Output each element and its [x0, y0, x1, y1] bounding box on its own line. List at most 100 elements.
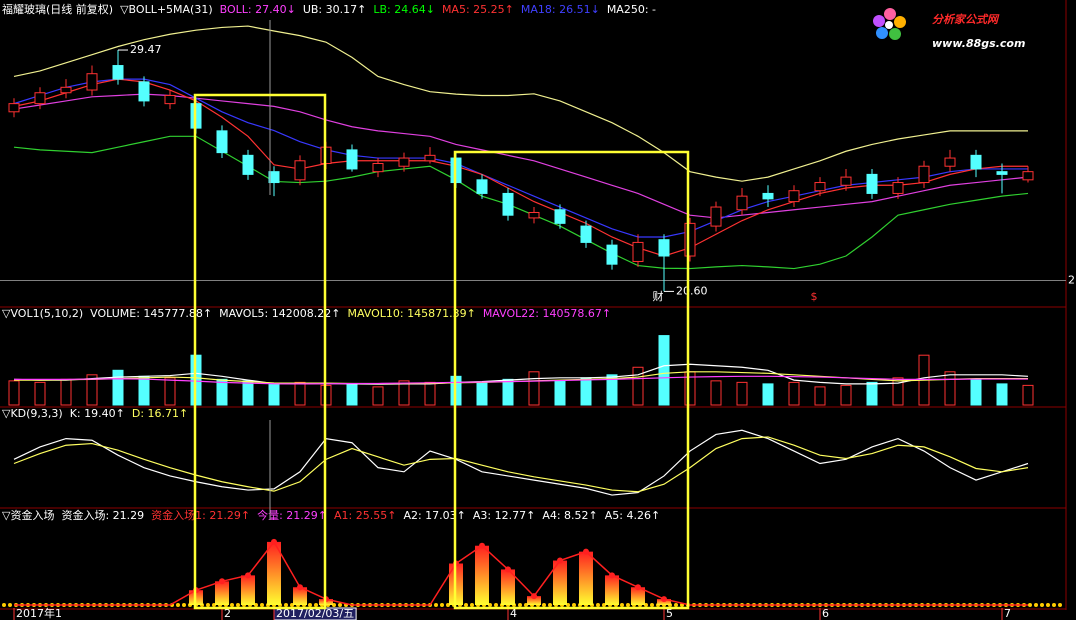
highlight-boxes — [193, 93, 690, 610]
series-line — [13, 25, 1028, 182]
panel-header: A4: 8.52↑ — [542, 509, 597, 522]
volume-bar — [112, 369, 124, 406]
baseline-dot — [1028, 603, 1032, 607]
candle-body — [996, 171, 1008, 175]
fund-bar — [527, 596, 541, 605]
baseline-dot — [464, 603, 468, 607]
baseline-dot — [176, 603, 180, 607]
fund-point — [297, 584, 303, 591]
volume-bar — [892, 377, 904, 406]
volume-bar — [814, 386, 826, 406]
baseline-dot — [572, 603, 576, 607]
series-line — [13, 78, 1028, 238]
series-line — [13, 135, 1029, 270]
fund-point — [661, 596, 667, 603]
series-line — [13, 436, 1029, 493]
baseline-dot — [308, 603, 312, 607]
baseline-dot — [674, 603, 678, 607]
volume-bar — [944, 371, 956, 406]
baseline-dot — [2, 603, 6, 607]
event-marker: $ — [811, 290, 818, 303]
volume-bar — [658, 335, 670, 406]
baseline-dot — [1052, 603, 1056, 607]
panel-header: LB: 24.64↓ — [373, 3, 435, 16]
fund-point — [271, 538, 277, 545]
panel-header: ▽VOL1(5,10,2) — [2, 307, 83, 320]
volume-bar — [996, 383, 1008, 406]
panel-header: MA250: - — [607, 3, 656, 16]
candle-body — [294, 160, 306, 181]
panel-header: MAVOL10: 145871.39↑ — [347, 307, 475, 320]
volume-bar — [8, 380, 20, 406]
fund-point — [479, 542, 485, 549]
volume-bar — [216, 378, 228, 406]
baseline-dot — [1040, 603, 1044, 607]
volume-bar — [34, 381, 46, 406]
x-tick-label: 4 — [510, 607, 517, 620]
candle-body — [60, 86, 72, 94]
fund-bar — [241, 575, 255, 605]
panel-header: BOLL: 27.40↓ — [220, 3, 296, 16]
candle-body — [502, 192, 514, 216]
fund-bar — [501, 569, 515, 605]
panel-header: A5: 4.26↑ — [605, 509, 660, 522]
annotation: 29.47 — [130, 43, 162, 56]
baseline-dot — [548, 603, 552, 607]
candle-body — [840, 176, 852, 186]
x-tick-label: 2 — [224, 607, 231, 620]
volume-bar — [970, 378, 982, 406]
candle-body — [268, 171, 280, 184]
fund-bar — [553, 560, 567, 605]
baseline-dot — [338, 603, 342, 607]
volume-bar — [424, 381, 436, 406]
candle-body — [658, 239, 670, 257]
panel-header: VOLUME: 145777.88↑ — [90, 307, 212, 320]
baseline-dot — [596, 603, 600, 607]
volume-bar — [502, 378, 514, 406]
candle-body — [944, 157, 956, 167]
volume-bar — [138, 375, 150, 406]
panel-header: ▽KD(9,3,3) — [2, 407, 63, 420]
baseline-dot — [626, 603, 630, 607]
candle-body — [918, 165, 930, 184]
candle-body — [970, 154, 982, 170]
candle-body — [762, 192, 774, 200]
candle-body — [476, 179, 488, 194]
candle-body — [164, 94, 176, 105]
x-tick-label: 2017年1 — [16, 606, 62, 620]
baseline-dot — [440, 603, 444, 607]
volume-bar — [736, 381, 748, 406]
volume-bar — [268, 382, 280, 406]
baseline-dot — [434, 603, 438, 607]
event-marker: 财 — [653, 289, 664, 303]
volume-bar — [866, 381, 878, 406]
volume-bar — [762, 383, 774, 406]
candle-body — [372, 163, 384, 173]
candle-body — [580, 225, 592, 243]
baseline-dot — [314, 603, 318, 607]
candle-body — [138, 81, 150, 102]
series-line — [14, 375, 1028, 385]
volume-bar — [840, 384, 852, 406]
series-line — [13, 363, 1029, 385]
baseline-dot — [650, 603, 654, 607]
volume-bar — [554, 380, 566, 406]
panel-header: K: 19.40↑ — [70, 407, 125, 420]
series-line — [13, 93, 1029, 219]
candle-body — [86, 73, 98, 91]
series-line — [13, 429, 1029, 496]
volume-bar — [372, 386, 384, 406]
volume-bar — [294, 381, 306, 406]
baseline-dot — [8, 603, 12, 607]
fund-bar — [579, 551, 593, 605]
fund-point — [635, 584, 641, 591]
fund-point — [583, 548, 589, 555]
baseline-dot — [518, 603, 522, 607]
baseline-dot — [542, 603, 546, 607]
fund-bar — [293, 587, 307, 605]
fund-point — [245, 572, 251, 579]
candle-body — [8, 103, 20, 113]
